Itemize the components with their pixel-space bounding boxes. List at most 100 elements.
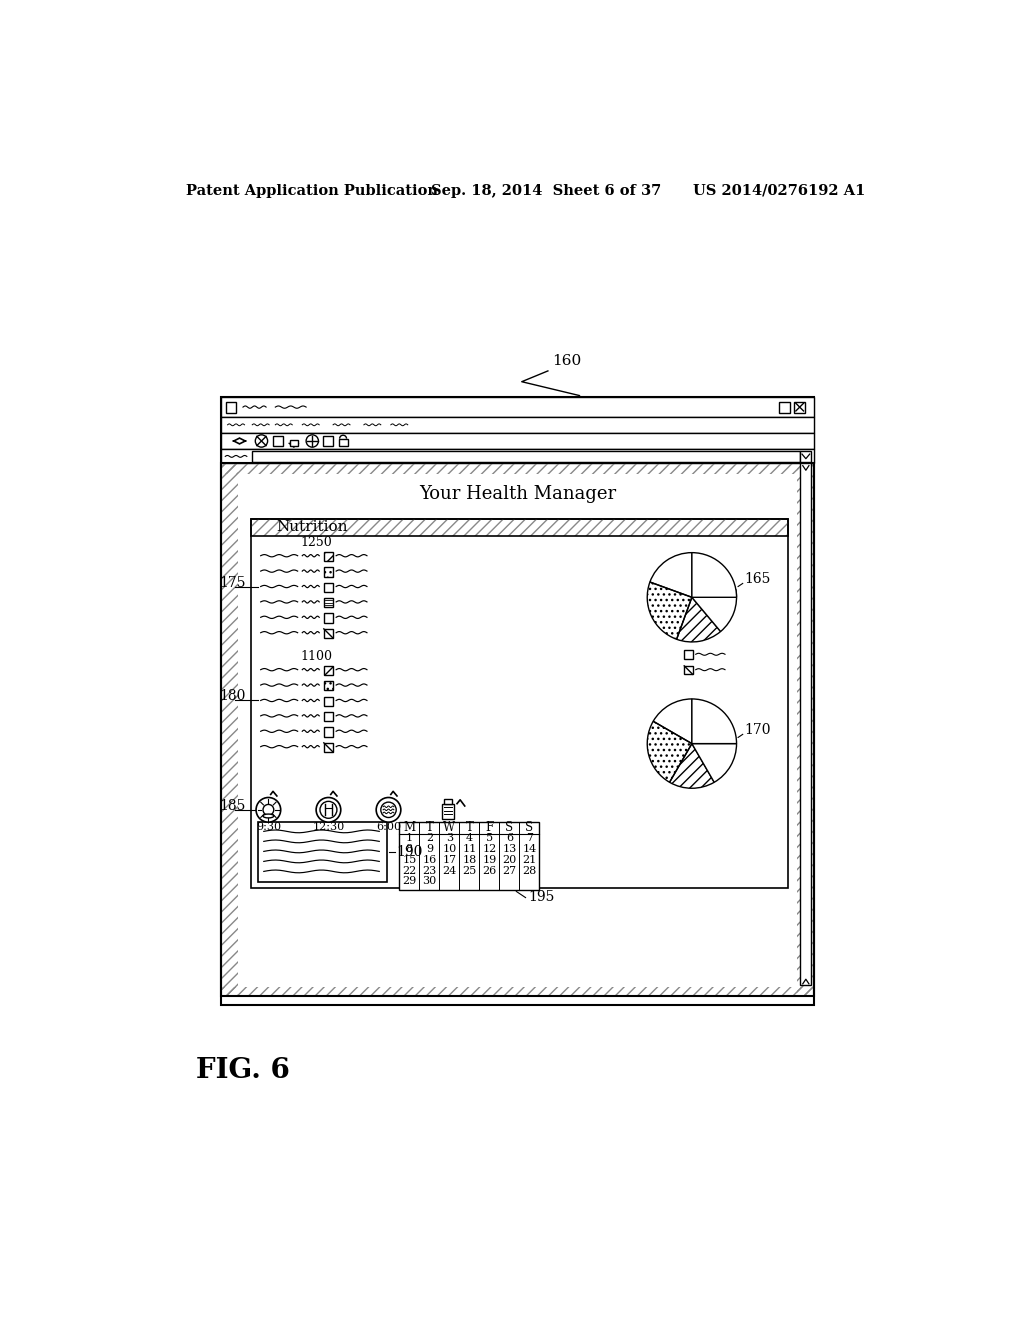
Bar [221,463,814,997]
Bar [290,441,298,446]
Text: 6:00: 6:00 [376,822,401,832]
Text: 10: 10 [442,843,457,854]
Circle shape [316,797,341,822]
Text: 23: 23 [422,866,436,875]
Bar [221,417,814,433]
Bar [221,463,814,474]
Bar [324,568,333,577]
Text: 18: 18 [462,855,476,865]
Text: 1250: 1250 [301,536,333,549]
Bar [324,681,333,690]
Wedge shape [692,590,736,631]
Text: 1: 1 [406,833,413,843]
Text: US 2014/0276192 A1: US 2014/0276192 A1 [692,183,865,198]
Text: S: S [505,821,513,834]
Text: 190: 190 [396,845,423,859]
Text: 170: 170 [744,723,771,738]
Bar [252,519,788,888]
Text: 6: 6 [506,833,513,843]
Text: 29: 29 [402,876,417,887]
Text: 11: 11 [462,843,476,854]
Text: Sep. 18, 2014  Sheet 6 of 37: Sep. 18, 2014 Sheet 6 of 37 [431,183,662,198]
Text: 15: 15 [402,855,417,865]
Bar [273,436,283,446]
Bar [252,519,788,536]
Bar [221,450,814,463]
Bar [684,651,692,659]
Text: 3: 3 [445,833,453,843]
Text: 17: 17 [442,855,457,865]
Bar [324,697,333,706]
Text: S: S [525,821,534,834]
Bar [324,628,333,638]
Bar [795,401,805,412]
Text: 27: 27 [503,866,516,875]
Bar [226,403,237,412]
Bar [324,727,333,737]
Bar [324,665,333,675]
Circle shape [256,797,281,822]
Text: 21: 21 [522,855,537,865]
Text: 22: 22 [402,866,417,875]
Text: 185: 185 [219,799,246,813]
Bar [324,614,333,623]
Text: Nutrition: Nutrition [276,520,347,535]
Bar [258,822,387,882]
Bar [221,987,814,997]
Wedge shape [692,700,736,743]
Ellipse shape [263,814,273,818]
Text: 28: 28 [522,866,537,875]
Text: T: T [466,821,473,834]
Bar [339,438,348,446]
Bar [221,397,814,417]
Bar [252,519,788,536]
Text: 13: 13 [503,843,516,854]
Bar [444,799,452,804]
Text: 25: 25 [462,866,476,875]
Text: 20: 20 [503,855,516,865]
Bar [399,822,540,890]
Bar [221,433,814,449]
Text: 2: 2 [426,833,433,843]
Text: 12:30: 12:30 [312,822,344,832]
Bar [221,397,814,1006]
Text: 7: 7 [526,833,532,843]
Text: M: M [403,821,416,834]
Text: 9: 9 [426,843,433,854]
Text: 8: 8 [406,843,413,854]
Text: 165: 165 [744,573,771,586]
Text: T: T [425,821,433,834]
Bar [684,665,692,675]
Wedge shape [692,743,736,783]
Text: Patent Application Publication: Patent Application Publication [186,183,438,198]
Text: 160: 160 [553,354,582,368]
Bar [221,463,239,997]
Bar [324,552,333,561]
Bar [779,401,790,412]
Circle shape [306,434,318,447]
Text: 175: 175 [219,576,246,590]
Text: 26: 26 [482,866,497,875]
Bar [441,804,454,818]
Text: 30: 30 [422,876,436,887]
Text: 4: 4 [466,833,473,843]
Text: FIG. 6: FIG. 6 [196,1057,290,1084]
Bar [324,582,333,591]
Bar [324,598,333,607]
Wedge shape [650,553,692,598]
Text: 1100: 1100 [301,651,333,664]
Text: W: W [443,821,456,834]
Bar [801,451,811,462]
Circle shape [263,804,273,816]
Circle shape [376,797,400,822]
Bar [323,436,333,446]
Bar [798,463,814,997]
Text: 9:30: 9:30 [256,822,281,832]
Bar [252,451,801,462]
Text: 180: 180 [219,689,246,704]
Text: 14: 14 [522,843,537,854]
Bar [324,743,333,752]
Wedge shape [692,553,736,598]
Text: F: F [485,821,494,834]
Circle shape [255,434,267,447]
